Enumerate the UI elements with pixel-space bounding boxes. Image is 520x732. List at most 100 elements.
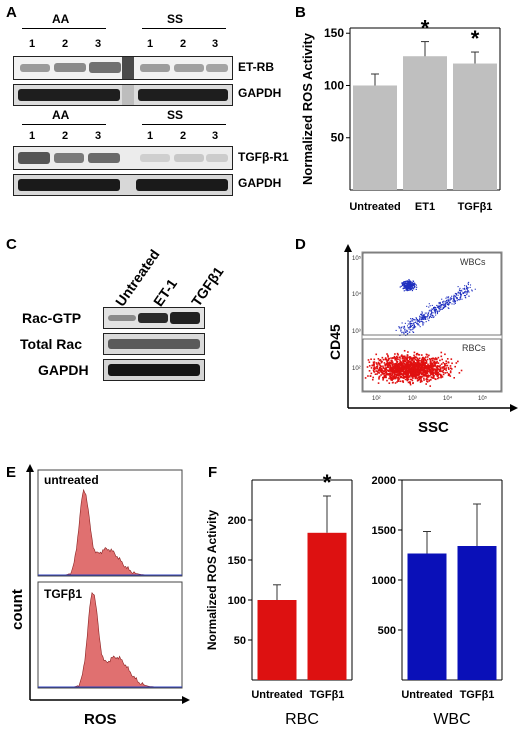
- x-axis-label: WBC: [433, 711, 470, 728]
- rbc-event: [421, 366, 424, 368]
- wbc-event: [443, 303, 445, 305]
- rbc-event: [394, 373, 397, 375]
- rbc-event: [368, 365, 371, 367]
- rbc-event: [435, 365, 437, 367]
- wbc-event: [464, 285, 466, 287]
- wbc-event: [465, 288, 468, 290]
- wbc-event: [407, 323, 409, 325]
- wbc-event: [454, 302, 456, 304]
- wbc-event: [454, 295, 456, 298]
- wbc-event: [454, 292, 456, 295]
- wbc-event: [416, 320, 419, 322]
- wbc-event: [419, 318, 421, 320]
- rbc-event: [387, 364, 390, 367]
- wbc-event: [424, 318, 426, 320]
- wbc-event: [453, 299, 455, 301]
- rbc-event: [387, 373, 389, 376]
- rbc-event: [405, 363, 408, 366]
- rbc-event: [390, 368, 392, 371]
- wbc-event: [463, 288, 465, 290]
- rbc-event: [378, 375, 381, 378]
- blot1-lane-aa-1: 1: [29, 38, 36, 50]
- rbc-event: [400, 365, 403, 367]
- wbc-event: [404, 281, 406, 283]
- rbc-event: [429, 366, 432, 368]
- rbc-event: [410, 369, 413, 372]
- rbc-event: [440, 375, 442, 378]
- rbc-event: [416, 377, 419, 380]
- rbc-event: [440, 374, 443, 377]
- rbc-event: [399, 380, 402, 383]
- wbc-event: [415, 317, 418, 319]
- rbc-event: [417, 361, 420, 364]
- rbc-event: [396, 352, 399, 355]
- rbc-event: [403, 365, 405, 368]
- wbc-event: [457, 294, 459, 296]
- rbc-event: [447, 374, 450, 377]
- wbc-event: [453, 297, 455, 299]
- wbc-event: [412, 331, 414, 333]
- rbc-event: [407, 378, 409, 381]
- rbc-event: [430, 372, 432, 374]
- rbc-event: [381, 360, 383, 363]
- blot-gap: [122, 85, 134, 105]
- rbc-event: [392, 378, 395, 380]
- rbc-event: [389, 370, 391, 372]
- rbc-event: [422, 358, 425, 361]
- rbc-event: [436, 375, 439, 377]
- rbc-event: [392, 367, 395, 370]
- rbc-event: [399, 368, 402, 371]
- rbc-event: [418, 377, 420, 379]
- rbc-event: [401, 356, 404, 358]
- rbc-event: [404, 356, 406, 359]
- rbc-event: [370, 367, 373, 369]
- wbc-event: [403, 333, 405, 335]
- wbc-event: [435, 314, 437, 316]
- blot2-ss-line: [142, 124, 226, 125]
- rbc-event: [410, 361, 413, 364]
- rbc-event: [430, 373, 433, 376]
- wbc-event: [402, 326, 404, 328]
- wbc-event: [413, 318, 415, 320]
- rbc-event: [447, 361, 450, 363]
- panel-a-letter: A: [6, 4, 17, 21]
- wbc-event: [462, 288, 464, 290]
- wbc-event: [459, 293, 461, 295]
- wbc-event: [437, 310, 439, 312]
- blot1-lane-ss-2: 2: [180, 38, 187, 50]
- d-ytick-3: 10⁴: [352, 291, 362, 298]
- wbc-event: [445, 300, 447, 302]
- rbc-event: [379, 370, 382, 372]
- rbc-event: [402, 361, 405, 364]
- wbc-event: [406, 333, 408, 335]
- wbc-event: [443, 300, 445, 302]
- wbc-event: [422, 316, 424, 318]
- rbc-event: [399, 363, 401, 366]
- e-ylabel: count: [9, 589, 26, 630]
- rbc-event: [418, 378, 420, 381]
- rbc-event: [409, 378, 412, 381]
- blot-band: [138, 313, 168, 323]
- wbc-event: [474, 288, 476, 290]
- rbc-event: [413, 351, 416, 354]
- rbc-event: [380, 371, 383, 373]
- wbc-event: [409, 326, 411, 328]
- rbc-event: [436, 377, 439, 380]
- wbc-event: [403, 281, 405, 283]
- rbc-event: [424, 370, 427, 372]
- wbc-event: [408, 281, 410, 283]
- wbc-event: [417, 319, 419, 321]
- wbc-event: [469, 284, 472, 286]
- wbc-event: [442, 301, 444, 303]
- rbc-event: [430, 361, 432, 364]
- d-y-arrow: [344, 244, 352, 252]
- wbc-event: [432, 316, 434, 319]
- y-tick-label: 1500: [372, 525, 396, 537]
- wbc-event: [407, 286, 409, 288]
- wbc-event: [405, 287, 407, 289]
- rbc-event: [433, 374, 435, 377]
- rbc-event: [401, 354, 403, 356]
- wbc-event: [459, 299, 461, 301]
- wbc-event: [422, 316, 425, 318]
- blot-band: [18, 89, 120, 101]
